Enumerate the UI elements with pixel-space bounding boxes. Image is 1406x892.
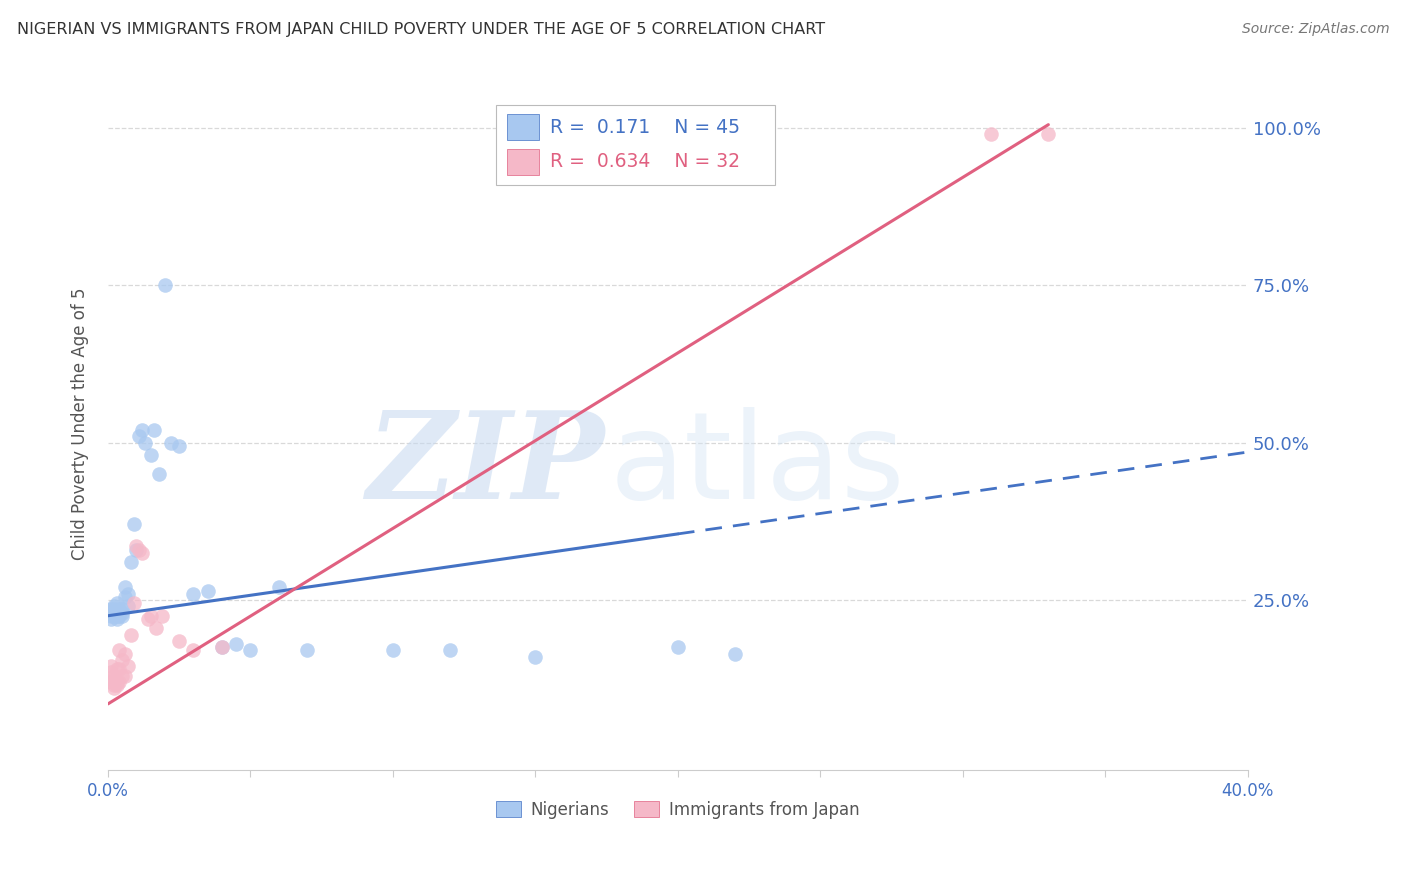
Point (111, 602, 134, 616)
Point (159, 435, 181, 450)
Point (134, 435, 156, 450)
Point (103, 681, 125, 695)
Point (136, 612, 159, 626)
Point (128, 542, 150, 557)
Point (145, 621, 167, 635)
Point (120, 555, 142, 569)
Point (153, 278, 176, 293)
Point (105, 674, 128, 689)
FancyBboxPatch shape (495, 105, 775, 185)
Point (197, 583, 219, 598)
Point (111, 668, 134, 682)
Point (105, 612, 128, 626)
Point (108, 608, 131, 623)
Point (111, 653, 134, 667)
Point (103, 668, 125, 682)
Point (211, 640, 233, 655)
Point (103, 599, 125, 614)
Point (114, 647, 136, 661)
Point (111, 608, 134, 623)
Point (1038, 127, 1060, 141)
Point (105, 596, 128, 610)
Point (120, 627, 142, 641)
Point (100, 674, 122, 689)
Point (100, 659, 122, 673)
Point (225, 637, 247, 651)
Text: Source: ZipAtlas.com: Source: ZipAtlas.com (1241, 22, 1389, 37)
Point (148, 467, 170, 481)
Point (117, 599, 139, 614)
Point (183, 643, 205, 657)
Point (105, 606, 128, 620)
Legend: Nigerians, Immigrants from Japan: Nigerians, Immigrants from Japan (491, 796, 865, 824)
Point (439, 643, 461, 657)
Point (150, 608, 173, 623)
Point (103, 672, 125, 686)
Point (117, 587, 139, 601)
Point (114, 668, 136, 682)
Point (125, 540, 148, 554)
Point (103, 606, 125, 620)
Point (108, 674, 131, 689)
Point (108, 662, 131, 676)
Point (105, 662, 128, 676)
Point (103, 678, 125, 692)
Point (111, 606, 134, 620)
Point (125, 542, 148, 557)
Text: R =  0.634    N = 32: R = 0.634 N = 32 (550, 153, 740, 171)
Point (122, 517, 145, 532)
Text: R =  0.171    N = 45: R = 0.171 N = 45 (550, 118, 740, 136)
Point (105, 608, 128, 623)
Point (100, 612, 122, 626)
Text: ZIP: ZIP (366, 406, 603, 524)
Point (183, 587, 205, 601)
Point (131, 546, 153, 560)
Point (267, 581, 290, 595)
Point (211, 640, 233, 655)
FancyBboxPatch shape (508, 149, 538, 175)
Point (114, 581, 136, 595)
Point (239, 643, 262, 657)
Point (122, 596, 145, 610)
Point (142, 423, 165, 437)
Text: NIGERIAN VS IMMIGRANTS FROM JAPAN CHILD POVERTY UNDER THE AGE OF 5 CORRELATION C: NIGERIAN VS IMMIGRANTS FROM JAPAN CHILD … (17, 22, 825, 37)
Point (103, 608, 125, 623)
Point (105, 678, 128, 692)
Point (100, 665, 122, 680)
Point (524, 649, 547, 664)
Point (108, 643, 131, 657)
Point (114, 590, 136, 604)
Point (131, 423, 153, 437)
Point (666, 640, 689, 655)
Point (139, 448, 162, 462)
Y-axis label: Child Poverty Under the Age of 5: Child Poverty Under the Age of 5 (72, 287, 89, 560)
Point (381, 643, 404, 657)
Point (100, 602, 122, 616)
Point (139, 608, 162, 623)
Point (117, 659, 139, 673)
Point (297, 643, 319, 657)
Point (167, 439, 190, 453)
Point (724, 647, 747, 661)
Point (980, 127, 1002, 141)
Point (100, 608, 122, 623)
Point (108, 602, 131, 616)
Point (167, 634, 190, 648)
Text: atlas: atlas (610, 407, 905, 524)
FancyBboxPatch shape (508, 114, 538, 140)
Point (108, 606, 131, 620)
Point (128, 429, 150, 443)
Point (103, 602, 125, 616)
